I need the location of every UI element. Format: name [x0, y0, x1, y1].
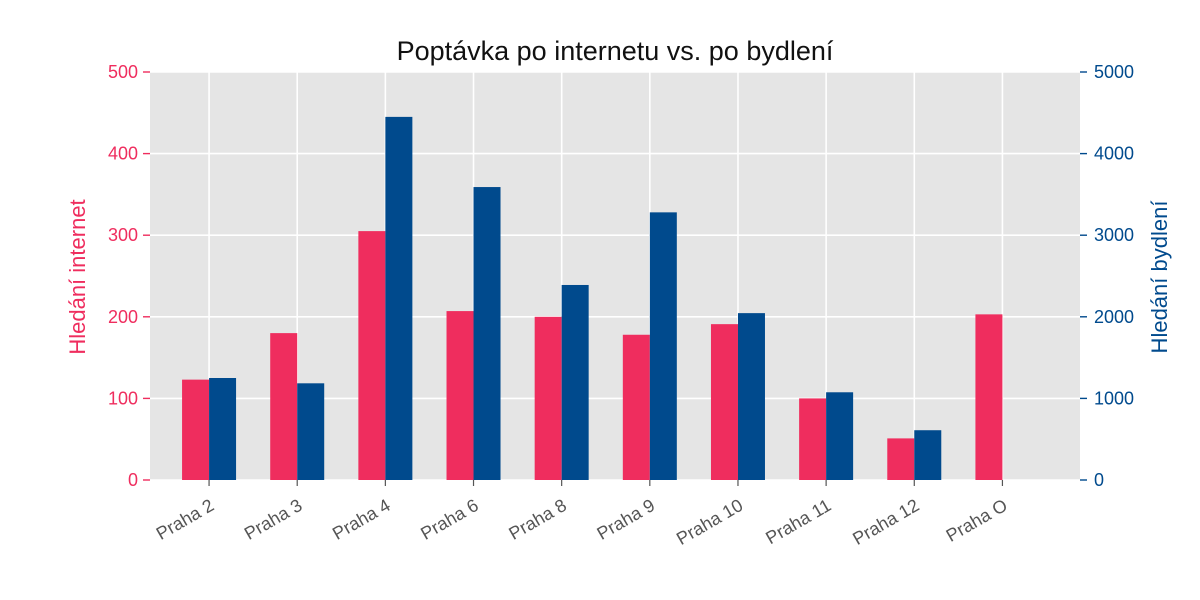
y-tick-left-label: 200 — [108, 307, 138, 327]
x-tick-label: Praha 6 — [417, 495, 482, 544]
bar-bydleni — [649, 212, 677, 481]
bar-internet — [270, 333, 298, 480]
x-tick-label: Praha 4 — [329, 495, 394, 544]
bar-bydleni — [737, 313, 765, 480]
y-tick-right-label: 2000 — [1094, 307, 1134, 327]
bar-internet — [622, 334, 650, 480]
chart-title: Poptávka po internetu vs. po bydlení — [397, 36, 834, 66]
bars — [182, 116, 1003, 481]
bar-internet — [975, 314, 1003, 480]
x-tick-label: Praha O — [943, 495, 1011, 546]
bar-internet — [358, 231, 386, 480]
y-tick-right-label: 0 — [1094, 470, 1104, 490]
y-tick-right-label: 5000 — [1094, 62, 1134, 82]
y-tick-left-label: 100 — [108, 388, 138, 408]
y-axis-right-label: Hledání bydlení — [1147, 201, 1172, 354]
x-tick-label: Praha 9 — [594, 495, 659, 544]
bar-bydleni — [826, 392, 854, 480]
x-tick-label: Praha 11 — [762, 495, 834, 548]
x-tick-label: Praha 10 — [673, 495, 746, 549]
x-tick-label: Praha 3 — [241, 495, 306, 544]
bar-internet — [182, 379, 210, 480]
bar-internet — [799, 398, 827, 480]
bar-internet — [887, 438, 915, 480]
y-tick-left-label: 400 — [108, 144, 138, 164]
x-tick-label: Praha 2 — [153, 495, 218, 544]
bar-bydleni — [473, 187, 501, 480]
y-tick-right-label: 3000 — [1094, 225, 1134, 245]
y-tick-right-label: 1000 — [1094, 388, 1134, 408]
x-tick-label: Praha 8 — [505, 495, 570, 544]
bar-internet — [710, 324, 738, 480]
y-tick-left-label: 0 — [128, 470, 138, 490]
bar-internet — [534, 316, 562, 480]
bar-bydleni — [297, 383, 325, 480]
y-axis-left-label: Hledání internet — [65, 199, 90, 354]
y-tick-left-label: 300 — [108, 225, 138, 245]
x-tick-label: Praha 12 — [849, 495, 922, 549]
bar-bydleni — [385, 116, 413, 480]
y-tick-left-label: 500 — [108, 62, 138, 82]
bar-bydleni — [561, 284, 589, 480]
y-tick-right-label: 4000 — [1094, 144, 1134, 164]
bar-bydleni — [209, 378, 237, 480]
bar-bydleni — [914, 430, 942, 480]
bar-internet — [446, 311, 474, 480]
